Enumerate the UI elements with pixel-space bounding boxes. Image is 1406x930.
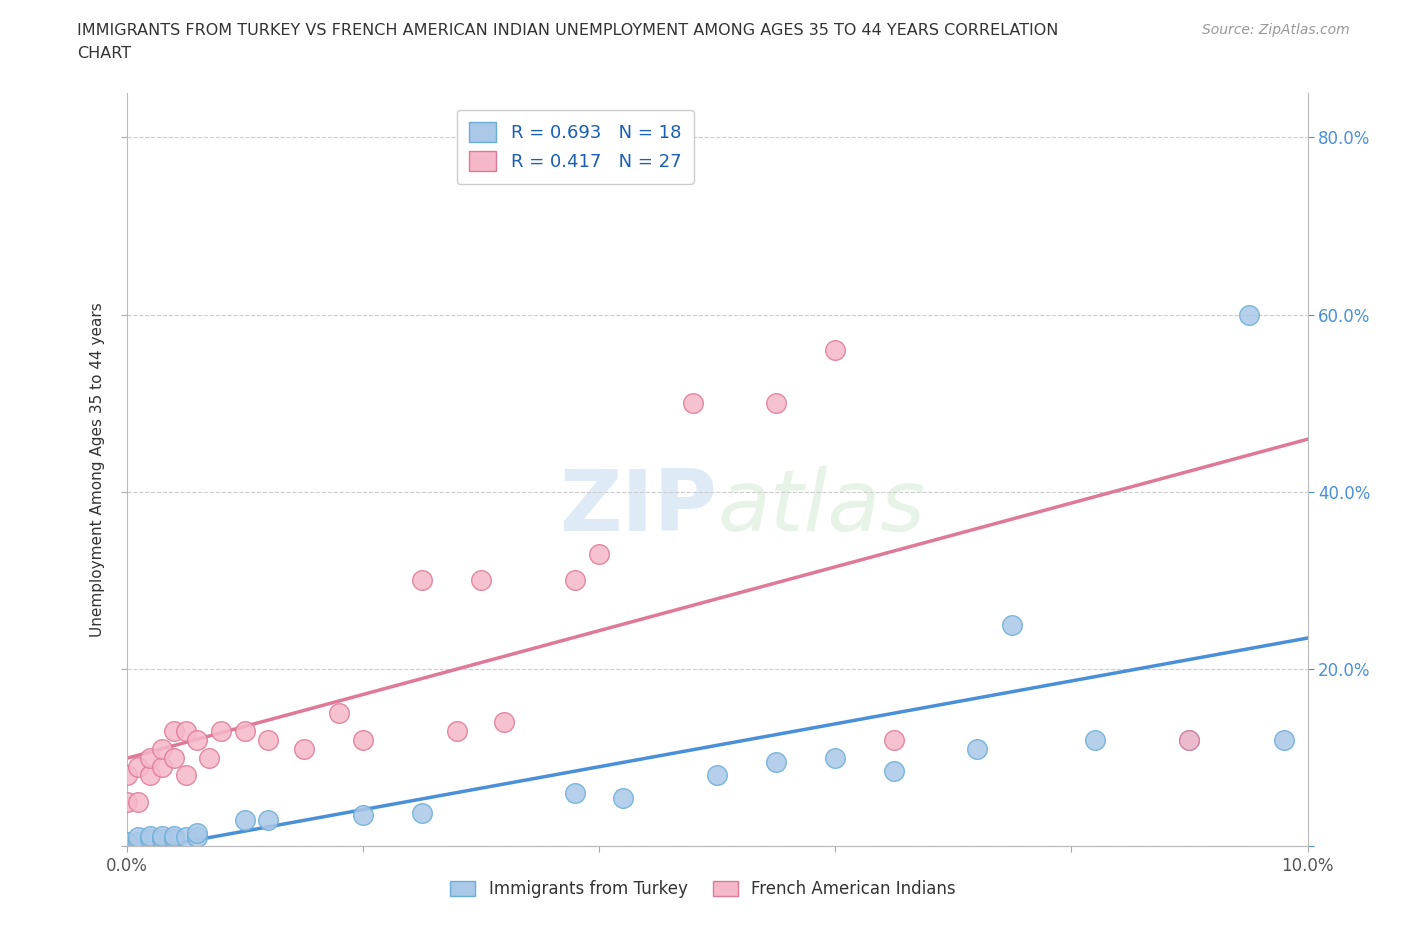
Point <box>292 741 315 756</box>
Point <box>163 829 186 844</box>
Y-axis label: Unemployment Among Ages 35 to 44 years: Unemployment Among Ages 35 to 44 years <box>90 302 105 637</box>
Text: Source: ZipAtlas.com: Source: ZipAtlas.com <box>1202 23 1350 37</box>
Point <box>682 396 704 411</box>
Text: CHART: CHART <box>77 46 131 61</box>
Point <box>150 759 173 774</box>
Point <box>186 733 208 748</box>
Point <box>198 751 221 765</box>
Point <box>1178 733 1201 748</box>
Point <box>883 733 905 748</box>
Point <box>1178 733 1201 748</box>
Point <box>352 808 374 823</box>
Point <box>209 724 232 738</box>
Point <box>139 751 162 765</box>
Point <box>127 834 149 849</box>
Point <box>115 834 138 849</box>
Point <box>150 829 173 844</box>
Point <box>883 764 905 778</box>
Text: IMMIGRANTS FROM TURKEY VS FRENCH AMERICAN INDIAN UNEMPLOYMENT AMONG AGES 35 TO 4: IMMIGRANTS FROM TURKEY VS FRENCH AMERICA… <box>77 23 1059 38</box>
Point <box>127 830 149 844</box>
Point <box>1237 307 1260 322</box>
Point <box>139 831 162 846</box>
Point <box>257 812 280 827</box>
Point <box>966 741 988 756</box>
Point <box>139 768 162 783</box>
Point <box>186 830 208 844</box>
Point <box>150 741 173 756</box>
Point <box>127 794 149 809</box>
Text: atlas: atlas <box>717 466 925 549</box>
Point <box>1272 733 1295 748</box>
Point <box>115 794 138 809</box>
Point <box>139 829 162 844</box>
Point <box>1084 733 1107 748</box>
Point <box>186 826 208 841</box>
Point <box>257 733 280 748</box>
Point <box>824 342 846 357</box>
Point <box>411 573 433 588</box>
Point <box>163 751 186 765</box>
Point <box>127 759 149 774</box>
Point <box>163 831 186 846</box>
Point <box>328 706 350 721</box>
Legend: Immigrants from Turkey, French American Indians: Immigrants from Turkey, French American … <box>444 873 962 905</box>
Point <box>1001 618 1024 632</box>
Point <box>150 831 173 846</box>
Point <box>706 768 728 783</box>
Legend: R = 0.693   N = 18, R = 0.417   N = 27: R = 0.693 N = 18, R = 0.417 N = 27 <box>457 110 695 183</box>
Point <box>411 805 433 820</box>
Point <box>612 790 634 805</box>
Point <box>564 573 586 588</box>
Point <box>765 396 787 411</box>
Point <box>470 573 492 588</box>
Text: ZIP: ZIP <box>560 466 717 549</box>
Point <box>174 724 197 738</box>
Point <box>494 715 516 730</box>
Point <box>564 786 586 801</box>
Point <box>174 768 197 783</box>
Point <box>174 830 197 844</box>
Point <box>233 724 256 738</box>
Point <box>163 724 186 738</box>
Point <box>115 768 138 783</box>
Point <box>446 724 468 738</box>
Point <box>588 547 610 562</box>
Point <box>352 733 374 748</box>
Point <box>765 754 787 769</box>
Point <box>233 812 256 827</box>
Point <box>824 751 846 765</box>
